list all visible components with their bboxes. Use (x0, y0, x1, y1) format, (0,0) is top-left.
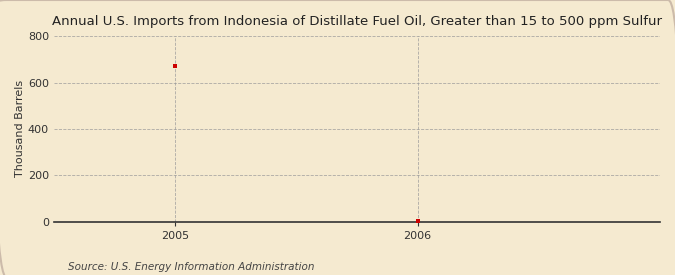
Y-axis label: Thousand Barrels: Thousand Barrels (15, 80, 25, 177)
Title: Annual U.S. Imports from Indonesia of Distillate Fuel Oil, Greater than 15 to 50: Annual U.S. Imports from Indonesia of Di… (52, 15, 662, 28)
Text: Source: U.S. Energy Information Administration: Source: U.S. Energy Information Administ… (68, 262, 314, 272)
